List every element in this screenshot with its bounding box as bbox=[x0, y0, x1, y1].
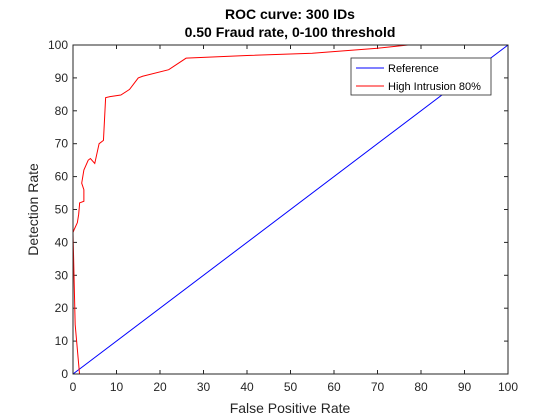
y-tick-label: 50 bbox=[55, 203, 69, 217]
ticks-layer: 0 10 20 30 40 50 60 70 80 90 100 0 10 20 30 40 50 60 70 80 9… bbox=[48, 38, 518, 394]
legend-box bbox=[350, 57, 492, 96]
x-axis-label: False Positive Rate bbox=[230, 400, 351, 416]
x-tick-label: 70 bbox=[371, 380, 385, 394]
x-tick-label: 10 bbox=[110, 380, 124, 394]
x-tick-label: 90 bbox=[458, 380, 472, 394]
y-tick-label: 30 bbox=[55, 268, 69, 282]
chart-title-line-2: 0.50 Fraud rate, 0-100 threshold bbox=[185, 24, 396, 40]
series-layer bbox=[72, 44, 509, 375]
x-tick-label: 20 bbox=[153, 380, 167, 394]
y-tick-label: 0 bbox=[61, 367, 68, 381]
legend: Reference High Intrusion 80% bbox=[350, 57, 492, 96]
x-tick-label: 40 bbox=[240, 380, 254, 394]
x-tick-label: 30 bbox=[197, 380, 211, 394]
series-line-reference bbox=[72, 44, 509, 375]
plot-frame bbox=[72, 44, 509, 375]
y-axis-label: Detection Rate bbox=[25, 163, 41, 256]
y-tick-label: 40 bbox=[55, 235, 69, 249]
legend-label-reference: Reference bbox=[388, 63, 439, 75]
y-tick-label: 100 bbox=[48, 38, 68, 52]
y-tick-label: 10 bbox=[55, 334, 69, 348]
y-tick-label: 70 bbox=[55, 137, 69, 151]
x-tick-label: 50 bbox=[284, 380, 298, 394]
series-line-high-intrusion bbox=[72, 44, 508, 375]
x-tick-label: 60 bbox=[327, 380, 341, 394]
x-tick-label: 0 bbox=[70, 380, 77, 394]
chart-title-line-1: ROC curve: 300 IDs bbox=[225, 6, 355, 22]
x-tick-label: 100 bbox=[498, 380, 518, 394]
x-tick-label: 80 bbox=[414, 380, 428, 394]
y-tick-label: 90 bbox=[55, 71, 69, 85]
y-tick-label: 80 bbox=[55, 104, 69, 118]
legend-label-high-intrusion: High Intrusion 80% bbox=[388, 81, 481, 93]
y-tick-label: 20 bbox=[55, 301, 69, 315]
y-tick-label: 60 bbox=[55, 170, 69, 184]
